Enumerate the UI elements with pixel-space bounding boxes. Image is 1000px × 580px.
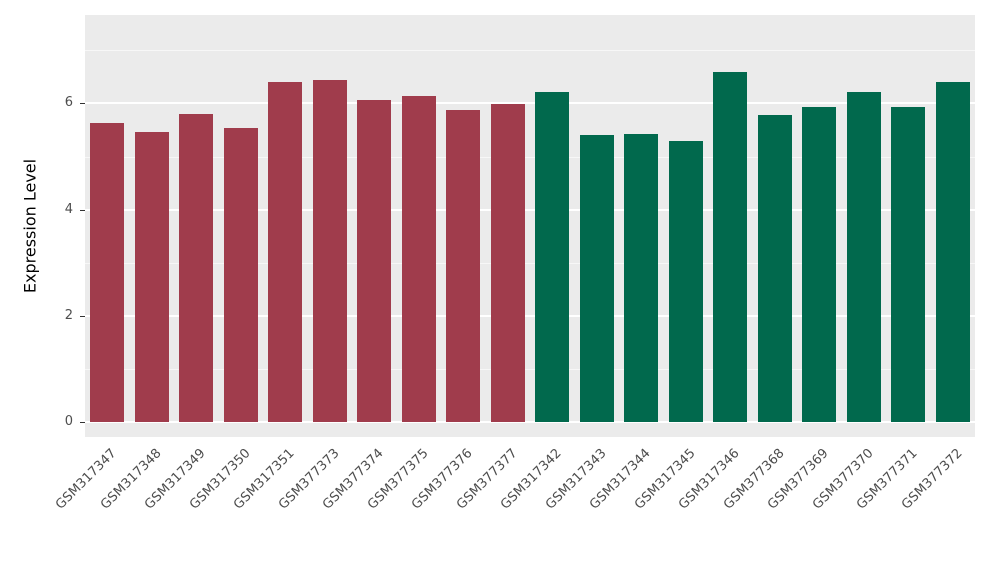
bar: [402, 96, 436, 422]
bar: [357, 100, 391, 422]
bar: [224, 128, 258, 422]
x-tick-label: GSM317345: [632, 446, 699, 513]
x-tick-label: GSM377372: [899, 446, 966, 513]
x-tick-label: GSM317344: [587, 446, 654, 513]
x-tick-label: GSM317346: [676, 446, 743, 513]
x-tick-label: GSM317343: [543, 446, 610, 513]
x-tick-label: GSM377369: [765, 446, 832, 513]
x-tick-label: GSM377374: [320, 446, 387, 513]
bar: [446, 110, 480, 422]
bar: [268, 82, 302, 422]
x-tick-label: GSM377376: [409, 446, 476, 513]
y-tick-mark: [80, 209, 85, 211]
y-tick-label: 4: [64, 201, 73, 217]
plot-panel: [85, 15, 975, 437]
bar: [847, 92, 881, 422]
y-tick-label: 0: [64, 414, 73, 429]
x-tick-label: GSM377373: [276, 446, 343, 513]
major-gridline: [85, 421, 975, 423]
y-tick-mark: [80, 315, 85, 317]
y-tick-mark: [80, 422, 85, 423]
x-tick-label: GSM377371: [854, 446, 921, 513]
y-tick-label: 2: [64, 307, 73, 323]
x-tick-label: GSM317348: [98, 446, 165, 513]
bar: [580, 135, 614, 422]
y-tick-mark: [80, 103, 85, 105]
bar: [491, 104, 525, 422]
x-tick-label: GSM377375: [365, 446, 432, 513]
bar: [802, 107, 836, 422]
x-tick-label: GSM317351: [231, 446, 298, 513]
y-tick-label: 6: [64, 95, 73, 111]
major-gridline: [85, 102, 975, 105]
bar: [624, 134, 658, 422]
bar: [90, 123, 124, 422]
y-axis-title: Expression Level: [20, 158, 40, 294]
major-gridline: [85, 208, 975, 211]
bar: [758, 115, 792, 422]
minor-gridline: [85, 50, 975, 52]
bar: [179, 114, 213, 422]
x-tick-label: GSM317342: [498, 446, 565, 513]
minor-gridline: [85, 156, 975, 158]
x-tick-label: GSM317349: [142, 446, 209, 513]
bar: [891, 107, 925, 422]
bar: [313, 80, 347, 422]
bar: [669, 141, 703, 422]
bar: [535, 92, 569, 422]
bar: [936, 82, 970, 422]
bar: [713, 72, 747, 422]
minor-gridline: [85, 262, 975, 264]
bar: [135, 132, 169, 422]
x-tick-label: GSM377368: [721, 446, 788, 513]
x-tick-label: GSM377377: [454, 446, 521, 513]
x-tick-label: GSM377370: [810, 446, 877, 513]
minor-gridline: [85, 368, 975, 370]
x-tick-label: GSM317347: [53, 446, 120, 513]
x-tick-label: GSM317350: [187, 446, 254, 513]
major-gridline: [85, 314, 975, 317]
